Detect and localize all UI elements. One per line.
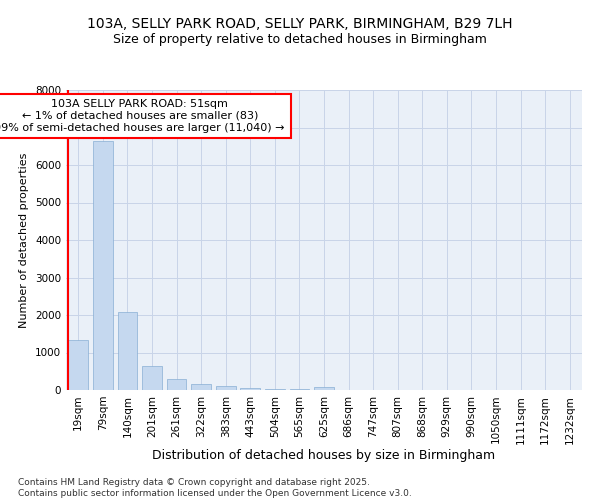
- Bar: [118, 312, 137, 390]
- Bar: [290, 389, 309, 390]
- Bar: [167, 378, 187, 390]
- Bar: [191, 384, 211, 390]
- Bar: [241, 388, 260, 390]
- Text: Contains HM Land Registry data © Crown copyright and database right 2025.
Contai: Contains HM Land Registry data © Crown c…: [18, 478, 412, 498]
- Text: Size of property relative to detached houses in Birmingham: Size of property relative to detached ho…: [113, 32, 487, 46]
- Y-axis label: Number of detached properties: Number of detached properties: [19, 152, 29, 328]
- Bar: [68, 340, 88, 390]
- Bar: [216, 386, 236, 390]
- Bar: [265, 388, 284, 390]
- X-axis label: Distribution of detached houses by size in Birmingham: Distribution of detached houses by size …: [152, 449, 496, 462]
- Bar: [314, 387, 334, 390]
- Text: 103A, SELLY PARK ROAD, SELLY PARK, BIRMINGHAM, B29 7LH: 103A, SELLY PARK ROAD, SELLY PARK, BIRMI…: [87, 18, 513, 32]
- Bar: [93, 140, 113, 390]
- Text: 103A SELLY PARK ROAD: 51sqm
← 1% of detached houses are smaller (83)
99% of semi: 103A SELLY PARK ROAD: 51sqm ← 1% of deta…: [0, 100, 285, 132]
- Bar: [142, 366, 162, 390]
